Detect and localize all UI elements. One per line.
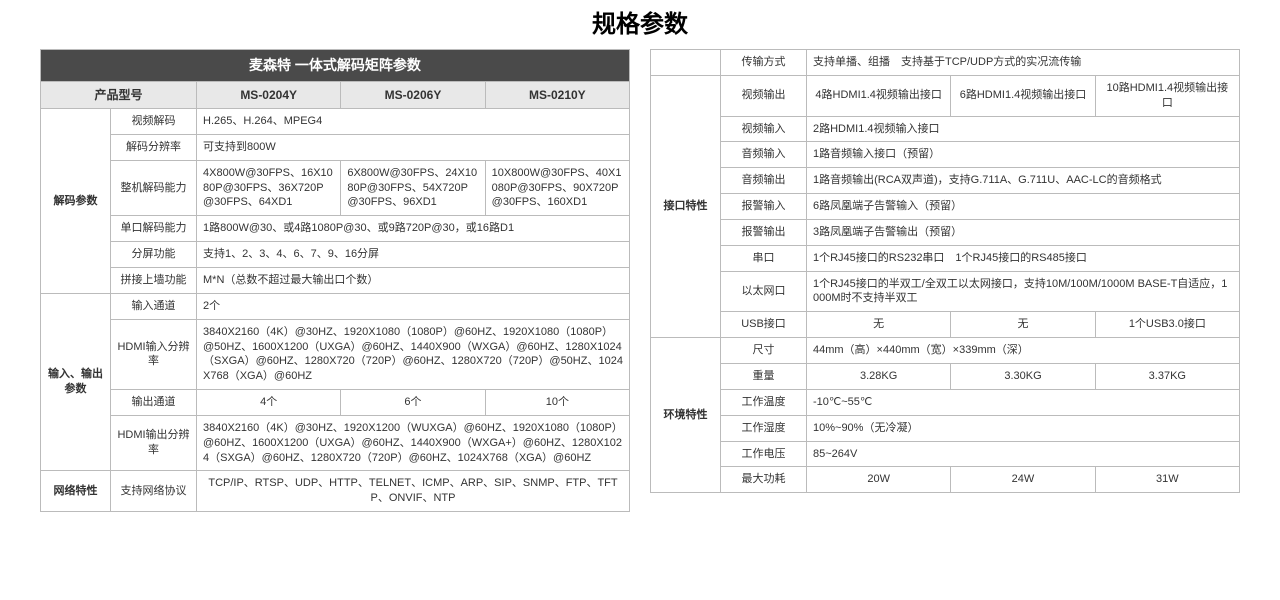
spec-value: 6X800W@30FPS、24X1080P@30FPS、54X720P@30FP… xyxy=(341,160,485,216)
spec-label: 分屏功能 xyxy=(111,242,197,268)
spec-label: 报警输入 xyxy=(721,194,807,220)
spec-value: 6个 xyxy=(341,390,485,416)
group-header: 环境特性 xyxy=(651,338,721,493)
spec-value: 4个 xyxy=(197,390,341,416)
group-header: 接口特性 xyxy=(651,75,721,337)
spec-value: 1路音频输出(RCA双声道)，支持G.711A、G.711U、AAC-LC的音频… xyxy=(807,168,1240,194)
spec-value: 10路HDMI1.4视频输出接口 xyxy=(1095,75,1239,116)
spec-label: 传输方式 xyxy=(721,50,807,76)
spec-value: -10℃~55℃ xyxy=(807,389,1240,415)
spec-value: H.265、H.264、MPEG4 xyxy=(197,109,630,135)
model-col: MS-0204Y xyxy=(197,81,341,108)
spec-value: 2个 xyxy=(197,293,630,319)
spec-value: 无 xyxy=(951,312,1095,338)
spec-value: 3.30KG xyxy=(951,363,1095,389)
spec-value: 1个RJ45接口的半双工/全双工以太网接口，支持10M/100M/1000M B… xyxy=(807,271,1240,312)
spec-value: 10X800W@30FPS、40X1080P@30FPS、90X720P@30F… xyxy=(485,160,629,216)
spec-value: 2路HDMI1.4视频输入接口 xyxy=(807,116,1240,142)
spec-label: 以太网口 xyxy=(721,271,807,312)
spec-value: 3路凤凰端子告警输出（预留） xyxy=(807,219,1240,245)
spec-label: 解码分辨率 xyxy=(111,134,197,160)
spec-value: 1路800W@30、或4路1080P@30、或9路720P@30，或16路D1 xyxy=(197,216,630,242)
spec-value: TCP/IP、RTSP、UDP、HTTP、TELNET、ICMP、ARP、SIP… xyxy=(197,471,630,512)
spec-label: 输入通道 xyxy=(111,293,197,319)
spec-value: 24W xyxy=(951,467,1095,493)
spec-label: 音频输入 xyxy=(721,142,807,168)
spec-value: 6路HDMI1.4视频输出接口 xyxy=(951,75,1095,116)
spec-label: HDMI输出分辨率 xyxy=(111,415,197,471)
spec-value: 4路HDMI1.4视频输出接口 xyxy=(807,75,951,116)
model-col: MS-0206Y xyxy=(341,81,485,108)
spec-value: 3.37KG xyxy=(1095,363,1239,389)
spec-label: 单口解码能力 xyxy=(111,216,197,242)
spec-value: M*N（总数不超过最大输出口个数） xyxy=(197,267,630,293)
spec-label: 视频输入 xyxy=(721,116,807,142)
page-title: 规格参数 xyxy=(40,4,1240,39)
spec-value: 31W xyxy=(1095,467,1239,493)
table-banner: 麦森特 一体式解码矩阵参数 xyxy=(41,50,630,82)
model-header: 产品型号 xyxy=(41,81,197,108)
right-spec-table: 传输方式支持单播、组播 支持基于TCP/UDP方式的实况流传输接口特性视频输出4… xyxy=(650,49,1240,493)
spec-value: 4X800W@30FPS、16X1080P@30FPS、36X720P@30FP… xyxy=(197,160,341,216)
model-col: MS-0210Y xyxy=(485,81,629,108)
tables-container: 麦森特 一体式解码矩阵参数产品型号MS-0204YMS-0206YMS-0210… xyxy=(40,49,1240,512)
spec-value: 3840X2160（4K）@30HZ、1920X1200（WUXGA）@60HZ… xyxy=(197,415,630,471)
spec-label: 工作湿度 xyxy=(721,415,807,441)
spec-label: 串口 xyxy=(721,245,807,271)
spec-value: 44mm（高）×440mm（宽）×339mm（深） xyxy=(807,338,1240,364)
spec-label: 视频输出 xyxy=(721,75,807,116)
group-header xyxy=(651,50,721,76)
spec-label: 工作电压 xyxy=(721,441,807,467)
spec-label: 拼接上墙功能 xyxy=(111,267,197,293)
spec-value: 6路凤凰端子告警输入（预留） xyxy=(807,194,1240,220)
left-spec-table: 麦森特 一体式解码矩阵参数产品型号MS-0204YMS-0206YMS-0210… xyxy=(40,49,630,512)
spec-label: 最大功耗 xyxy=(721,467,807,493)
spec-label: 视频解码 xyxy=(111,109,197,135)
spec-label: 重量 xyxy=(721,363,807,389)
spec-value: 10个 xyxy=(485,390,629,416)
group-header: 输入、输出参数 xyxy=(41,293,111,471)
spec-label: 输出通道 xyxy=(111,390,197,416)
spec-value: 1路音频输入接口（预留） xyxy=(807,142,1240,168)
spec-value: 支持1、2、3、4、6、7、9、16分屏 xyxy=(197,242,630,268)
spec-label: 尺寸 xyxy=(721,338,807,364)
spec-value: 支持单播、组播 支持基于TCP/UDP方式的实况流传输 xyxy=(807,50,1240,76)
spec-value: 1个USB3.0接口 xyxy=(1095,312,1239,338)
spec-label: HDMI输入分辨率 xyxy=(111,319,197,389)
spec-label: 报警输出 xyxy=(721,219,807,245)
spec-value: 可支持到800W xyxy=(197,134,630,160)
spec-label: 工作温度 xyxy=(721,389,807,415)
spec-value: 85~264V xyxy=(807,441,1240,467)
spec-value: 1个RJ45接口的RS232串口 1个RJ45接口的RS485接口 xyxy=(807,245,1240,271)
group-header: 网络特性 xyxy=(41,471,111,512)
spec-value: 无 xyxy=(807,312,951,338)
group-header: 解码参数 xyxy=(41,109,111,294)
spec-label: 整机解码能力 xyxy=(111,160,197,216)
right-table-col: 传输方式支持单播、组播 支持基于TCP/UDP方式的实况流传输接口特性视频输出4… xyxy=(650,49,1240,512)
spec-value: 3840X2160（4K）@30HZ、1920X1080（1080P）@60HZ… xyxy=(197,319,630,389)
spec-label: USB接口 xyxy=(721,312,807,338)
spec-label: 音频输出 xyxy=(721,168,807,194)
spec-label: 支持网络协议 xyxy=(111,471,197,512)
spec-value: 10%~90%（无冷凝） xyxy=(807,415,1240,441)
spec-value: 3.28KG xyxy=(807,363,951,389)
spec-value: 20W xyxy=(807,467,951,493)
left-table-col: 麦森特 一体式解码矩阵参数产品型号MS-0204YMS-0206YMS-0210… xyxy=(40,49,630,512)
